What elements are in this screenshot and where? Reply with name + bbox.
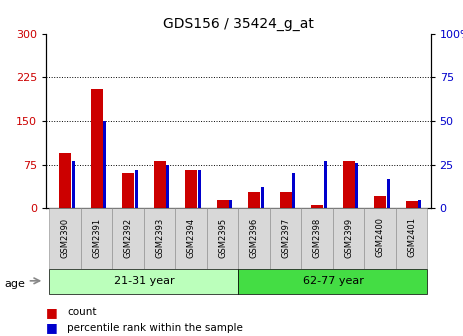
Text: ■: ■ [46,321,58,334]
Bar [72,161,75,208]
Text: GSM2401: GSM2401 [407,217,416,257]
Text: ■: ■ [46,306,58,319]
Bar [270,208,301,269]
Bar [261,187,264,208]
Bar [175,208,207,269]
Text: GSM2391: GSM2391 [92,217,101,257]
Bar [50,208,81,269]
Bar [355,163,358,208]
Bar [91,89,103,208]
Bar [185,170,197,208]
Bar [207,208,238,269]
Bar [135,170,138,208]
Text: GSM2398: GSM2398 [313,217,322,258]
Text: GSM2392: GSM2392 [124,217,133,257]
Bar [374,196,386,208]
Text: GSM2400: GSM2400 [375,217,385,257]
Bar [217,200,229,208]
Bar [166,165,169,208]
Bar [103,121,106,208]
Bar [122,173,134,208]
Bar [343,161,355,208]
Text: GSM2396: GSM2396 [250,217,259,258]
Bar [364,208,396,269]
Bar [387,179,390,208]
Text: 21-31 year: 21-31 year [113,276,174,286]
Bar [59,153,71,208]
Bar [311,205,323,208]
Bar [238,268,427,294]
Bar [292,173,295,208]
Bar [144,208,175,269]
Text: age: age [5,279,25,289]
Text: GSM2399: GSM2399 [344,217,353,257]
Text: GSM2393: GSM2393 [155,217,164,258]
Bar [113,208,144,269]
Bar [198,170,201,208]
Text: GSM2397: GSM2397 [281,217,290,258]
Title: GDS156 / 35424_g_at: GDS156 / 35424_g_at [163,17,314,31]
Bar [333,208,364,269]
Bar [396,208,427,269]
Bar [238,208,270,269]
Text: GSM2395: GSM2395 [218,217,227,257]
Text: GSM2390: GSM2390 [61,217,70,257]
Bar [418,200,421,208]
Bar [324,161,327,208]
Bar [406,201,418,208]
Bar [154,161,166,208]
Text: percentile rank within the sample: percentile rank within the sample [67,323,243,333]
Bar [50,268,238,294]
Bar [229,200,232,208]
Bar [280,192,292,208]
Bar [81,208,113,269]
Text: GSM2394: GSM2394 [187,217,196,257]
Bar [301,208,333,269]
Text: 62-77 year: 62-77 year [302,276,363,286]
Bar [248,192,260,208]
Text: count: count [67,307,97,318]
